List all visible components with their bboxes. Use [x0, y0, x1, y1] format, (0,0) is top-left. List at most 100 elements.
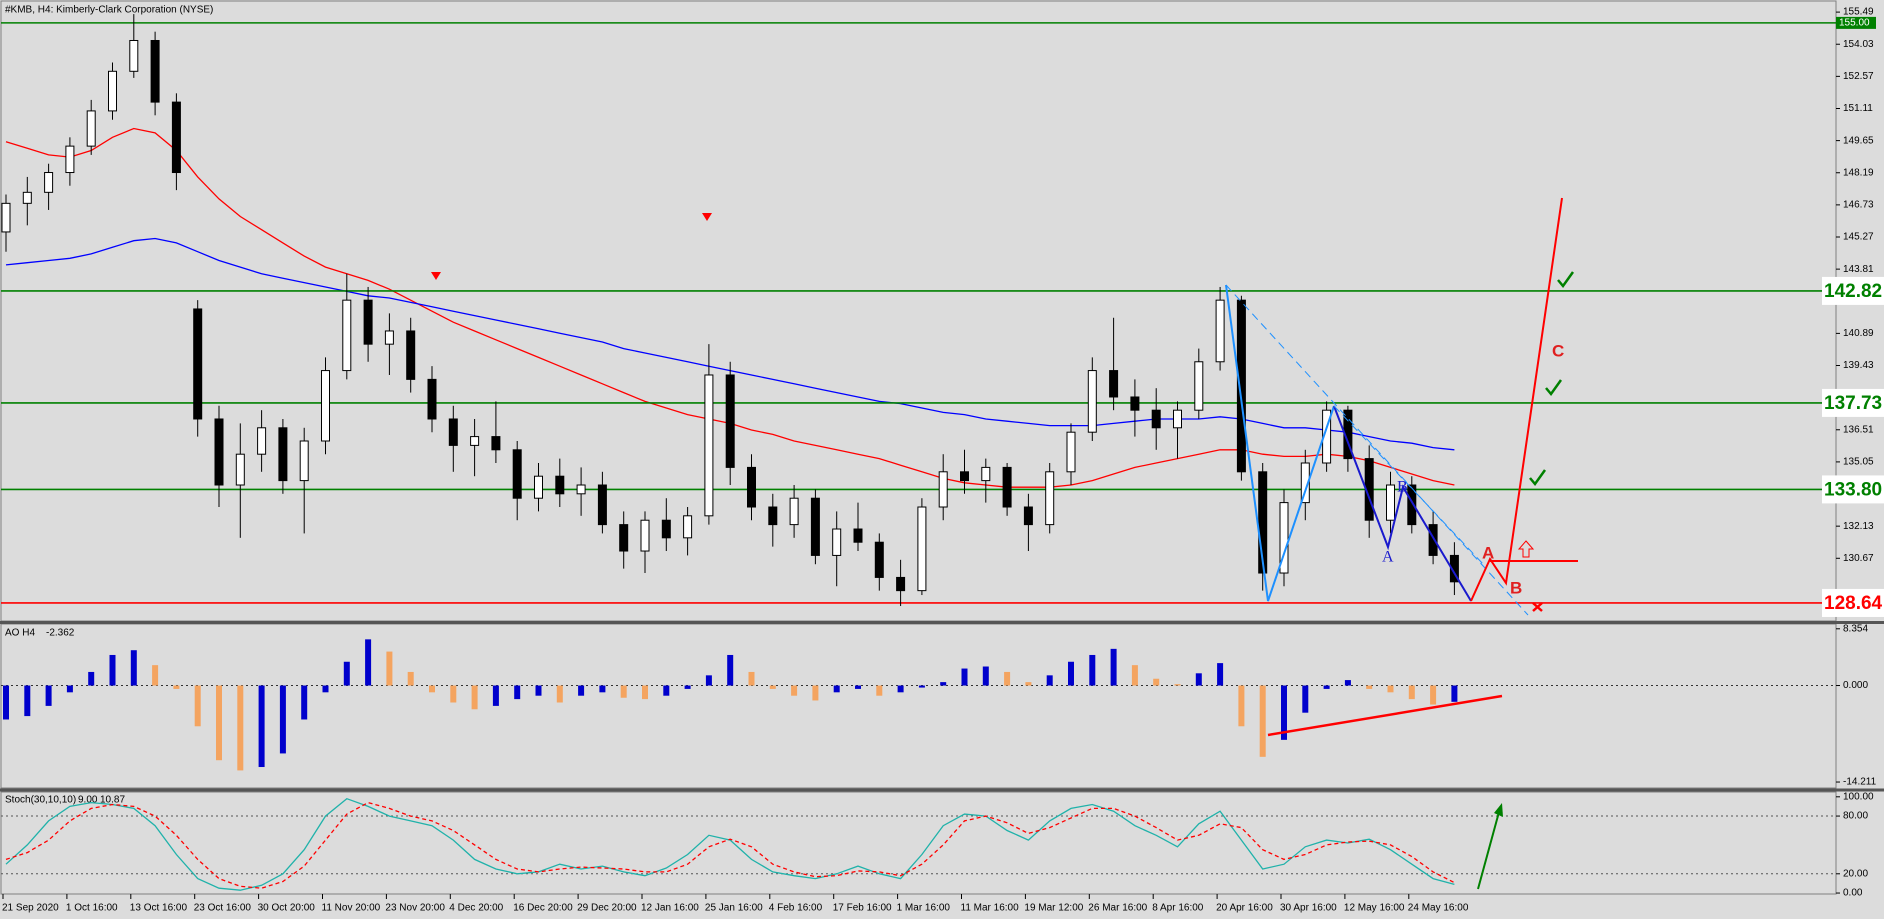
wave-line [1333, 405, 1472, 602]
y-tick-label: 8.354 [1843, 623, 1868, 634]
candle-body [1002, 466, 1012, 508]
ao-bar [1408, 685, 1415, 700]
stoch-arrow [1477, 811, 1500, 890]
candle-body [171, 101, 181, 174]
candle-body [129, 39, 139, 72]
candle-body [981, 466, 991, 482]
stoch-readout: 9.00 [78, 795, 98, 806]
x-tick-label: 23 Oct 16:00 [194, 903, 252, 914]
candle-body [874, 541, 884, 578]
ao-bar [1046, 675, 1053, 686]
stoch-arrow-head [1494, 803, 1503, 817]
candle-body [1215, 299, 1225, 363]
candle-body [853, 528, 863, 543]
candle-body [342, 299, 352, 372]
ao-bar [216, 685, 222, 761]
y-tick-label: 135.05 [1843, 457, 1874, 468]
x-tick-label: 24 May 16:00 [1408, 903, 1469, 914]
candle-body [406, 330, 416, 380]
ao-bar [24, 685, 31, 717]
ao-bar [1430, 685, 1437, 705]
candle-body [1151, 409, 1161, 429]
candle-body [1279, 502, 1289, 574]
x-tick-label: 25 Jan 16:00 [705, 903, 763, 914]
ao-bar [322, 685, 329, 693]
y-tick-label: 148.19 [1843, 167, 1874, 178]
ao-bar [492, 685, 499, 706]
y-tick-label: 130.67 [1843, 553, 1874, 564]
candle-body [640, 519, 650, 552]
candle-body [193, 308, 203, 420]
candle-body [1045, 471, 1055, 526]
stoch-readout: 10.87 [100, 795, 125, 806]
check-mark [1557, 271, 1575, 289]
ao-bar [1174, 684, 1181, 686]
candle-body [576, 484, 586, 495]
y-tick-label: 151.11 [1843, 103, 1873, 114]
candle-body [938, 471, 948, 508]
candle-body [661, 519, 671, 539]
ao-bar [194, 685, 201, 727]
candle-body [1428, 524, 1438, 556]
candle-body [832, 528, 842, 556]
candle-body [22, 191, 32, 204]
level-label: 133.80 [1824, 479, 1882, 500]
ao-bar [450, 685, 457, 703]
candle-body [448, 418, 458, 446]
x-tick-label: 21 Sep 2020 [2, 903, 59, 914]
y-tick-label: 152.57 [1843, 71, 1874, 82]
candle-body [1407, 484, 1417, 526]
up-arrow [1517, 540, 1535, 558]
ao-bar [897, 685, 904, 693]
candle-body [512, 449, 522, 499]
level-label-box [1822, 588, 1884, 617]
level-label: 155.00 [1839, 18, 1870, 29]
level-label: 128.64 [1824, 593, 1883, 614]
candle-body [747, 466, 756, 508]
ao-bar [1238, 685, 1245, 727]
x-tick-label: 17 Feb 16:00 [833, 903, 892, 914]
y-tick-label: 139.43 [1843, 360, 1874, 371]
ao-bar [1110, 648, 1117, 686]
wave-label: B [1397, 479, 1408, 496]
ao-bar [1004, 671, 1011, 686]
projection-line [1470, 197, 1563, 602]
x-tick-label: 19 Mar 12:00 [1024, 903, 1083, 914]
ao-bar [429, 685, 435, 693]
ao-bar [663, 685, 670, 696]
ao-bar [620, 685, 627, 698]
ao-bar [727, 654, 734, 686]
x-tick-label: 1 Oct 16:00 [66, 903, 118, 914]
ao-bar [237, 685, 244, 771]
candle-body [1173, 409, 1182, 429]
candle-body [810, 497, 820, 556]
y-tick-label: 0.00 [1843, 888, 1863, 899]
divergence-line [1267, 694, 1503, 737]
ao-bar [535, 685, 542, 696]
arrow-marker [702, 213, 712, 221]
candle-body [86, 110, 96, 147]
ao-bar [130, 650, 137, 686]
candle-body [363, 299, 373, 345]
candle-body [704, 374, 714, 517]
candle-body [619, 524, 629, 552]
candle-body [1449, 554, 1459, 583]
candle-body [555, 475, 565, 495]
candle-body [214, 418, 224, 486]
ao-bar [1366, 685, 1373, 689]
trend-line [1225, 284, 1529, 616]
ao-bar [279, 685, 286, 754]
x-tick-label: 13 Oct 16:00 [130, 903, 188, 914]
level-label: 142.82 [1824, 281, 1882, 302]
candle-body [1236, 299, 1246, 473]
ao-bar [918, 685, 925, 688]
ao-bar [471, 685, 478, 710]
y-tick-label: 132.13 [1843, 521, 1874, 532]
x-tick-label: 4 Feb 16:00 [769, 903, 823, 914]
wave-label: C [1552, 341, 1564, 360]
x-tick-label: 16 Dec 20:00 [513, 903, 573, 914]
y-tick-label: 146.73 [1843, 200, 1874, 211]
ao-bar [407, 671, 414, 686]
candle-body [1130, 396, 1140, 411]
candle-body [1109, 370, 1119, 398]
